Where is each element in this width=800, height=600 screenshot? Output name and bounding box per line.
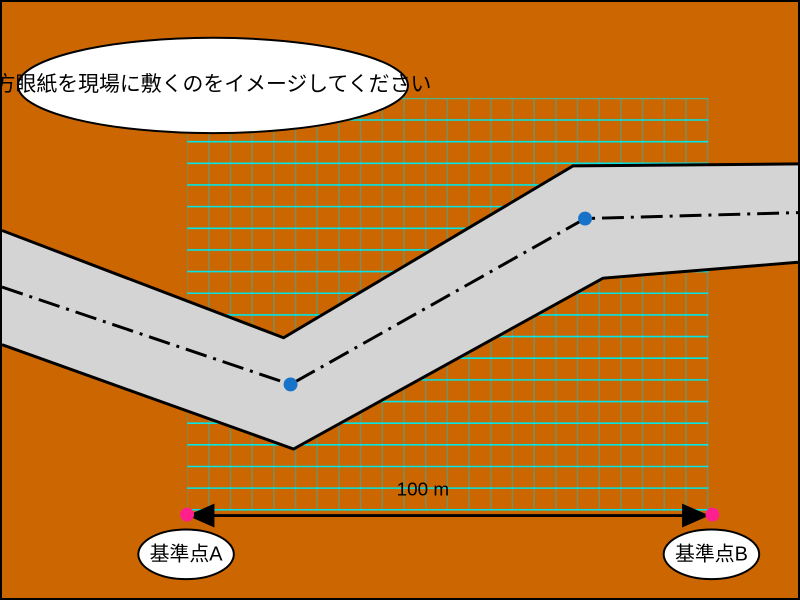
benchmark-a-ellipse: [137, 528, 235, 581]
bend-point-1: [283, 377, 298, 392]
road-bottom-edge: [2, 260, 798, 451]
benchmark-b-dot: [705, 507, 720, 522]
road-centerline: [2, 211, 798, 387]
benchmark-markers: 基準点A 基準点B: [137, 507, 761, 581]
benchmark-a-label: 基準点A: [150, 543, 224, 565]
bend-point-2: [578, 211, 593, 226]
callout-text: 方眼紙を現場に敷くのをイメージしてください: [2, 73, 431, 96]
callout-bubble: 方眼紙を現場に敷くのをイメージしてください: [2, 36, 431, 135]
road-polygon: [2, 163, 798, 449]
bend-point-markers: [283, 211, 593, 392]
callout-ellipse: [16, 36, 409, 135]
road-top-edge: [2, 162, 798, 340]
benchmark-a-dot: [180, 507, 195, 522]
dimension-label: 100 m: [397, 480, 450, 501]
benchmark-b-ellipse: [662, 528, 761, 581]
benchmark-b-label: 基準点B: [675, 543, 748, 565]
